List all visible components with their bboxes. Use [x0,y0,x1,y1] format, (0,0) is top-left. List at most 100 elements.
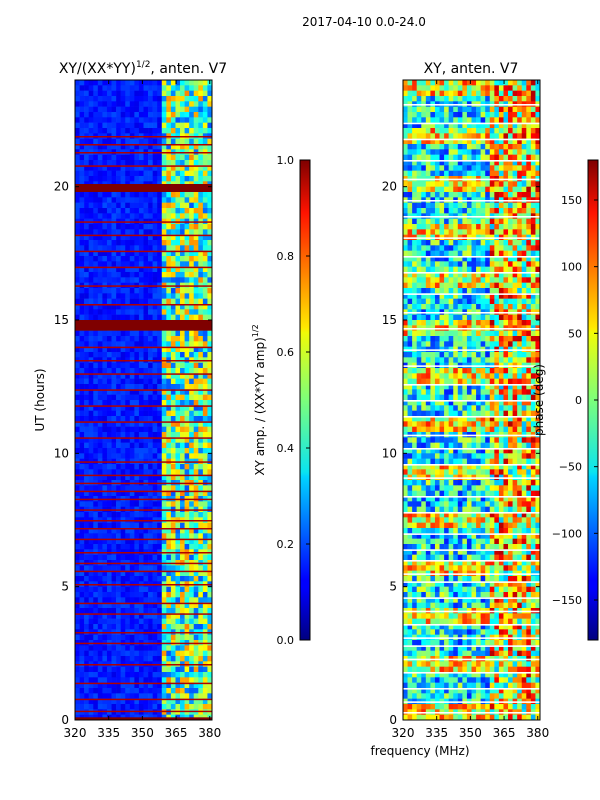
heatmap-cell [466,218,472,225]
heatmap-cell [512,160,518,166]
heatmap-cell [88,485,94,491]
heatmap-cell [166,469,172,475]
heatmap-cell [93,608,99,614]
heatmap-cell [444,304,449,310]
heatmap-cell [120,544,126,550]
heatmap-cell [88,346,94,353]
heatmap-cell [75,528,80,534]
heatmap-cell [125,618,131,625]
heatmap-cell [134,298,140,305]
heatmap-cell [180,250,185,257]
heatmap-cell [134,101,140,107]
heatmap-cell [106,341,112,347]
heatmap-cell [476,122,481,129]
heatmap-cell [93,336,99,342]
heatmap-cell [148,565,153,571]
heatmap-cell [175,96,181,102]
x-tick-label: 335 [97,726,120,740]
heatmap-cell [88,90,94,97]
heatmap-cell [175,352,181,358]
heatmap-cell [198,298,204,305]
heatmap-cell [166,448,172,454]
heatmap-cell [207,245,213,251]
heatmap-cell [134,85,140,91]
heatmap-cell [111,501,117,507]
heatmap-cell [457,208,463,214]
heatmap-cell [106,272,112,278]
heatmap-cell [189,688,195,694]
heatmap-cell [161,80,167,86]
heatmap-cell [202,394,208,401]
heatmap-cell [180,336,185,342]
heatmap-cell [125,485,131,491]
heatmap-cell [120,176,126,182]
heatmap-cell [170,389,176,395]
heatmap-cell [184,592,190,598]
heatmap-cell [498,208,504,214]
heatmap-cell [88,373,94,379]
heatmap-cell [412,245,417,251]
heatmap-cell [161,213,167,219]
heatmap-cell [189,485,195,491]
heatmap-cell [138,266,144,273]
heatmap-cell [494,96,500,102]
heatmap-cell [84,240,89,246]
heatmap-cell [161,224,167,230]
heatmap-cell [198,208,204,214]
heatmap-cell [88,362,94,369]
heatmap-cell [202,202,208,209]
heatmap-cell [125,592,131,598]
heatmap-cell [448,218,454,225]
heatmap-cell [421,144,427,150]
heatmap-cell [170,618,176,625]
heatmap-cell [202,426,208,433]
heatmap-cell [120,352,126,358]
heatmap-cell [97,277,103,283]
heatmap-cell [508,256,513,262]
heatmap-cell [75,117,80,123]
heatmap-cell [193,309,199,315]
heatmap-cell [180,432,185,438]
heatmap-cell [106,432,112,438]
heatmap-cell [111,576,117,582]
heatmap-cell [198,309,204,315]
heatmap-cell [207,442,213,449]
heatmap-cell [116,533,121,539]
heatmap-cell [120,624,126,630]
heatmap-cell [193,138,199,145]
heatmap-cell [111,469,117,475]
heatmap-cell [93,538,99,545]
heatmap-cell [102,474,108,481]
heatmap-cell [106,304,112,310]
heatmap-cell [407,144,413,150]
heatmap-cell [430,298,436,305]
heatmap-cell [444,149,449,155]
heatmap-cell [421,224,427,230]
heatmap-cell [517,160,523,166]
heatmap-cell [403,298,408,305]
heatmap-cell [180,80,185,86]
heatmap-cell [202,138,208,145]
heatmap-cell [444,229,449,235]
amp-plot-frame [74,79,213,721]
heatmap-cell [416,170,422,177]
heatmap-cell [116,426,121,433]
heatmap-cell [508,250,513,257]
heatmap-cell [138,602,144,609]
heatmap-cell [489,181,495,187]
heatmap-cell [152,266,158,273]
heatmap-cell [207,202,213,209]
heatmap-cell [157,688,163,694]
heatmap-cell [129,448,135,454]
heatmap-cell [466,122,472,129]
heatmap-cell [489,85,495,91]
heatmap-cell [102,442,108,449]
heatmap-cell [129,96,135,102]
heatmap-cell [202,101,208,107]
heatmap-cell [476,85,481,91]
heatmap-cell [175,485,181,491]
heatmap-cell [184,624,190,630]
heatmap-cell [193,304,199,310]
heatmap-cell [93,677,99,683]
heatmap-cell [189,80,195,86]
